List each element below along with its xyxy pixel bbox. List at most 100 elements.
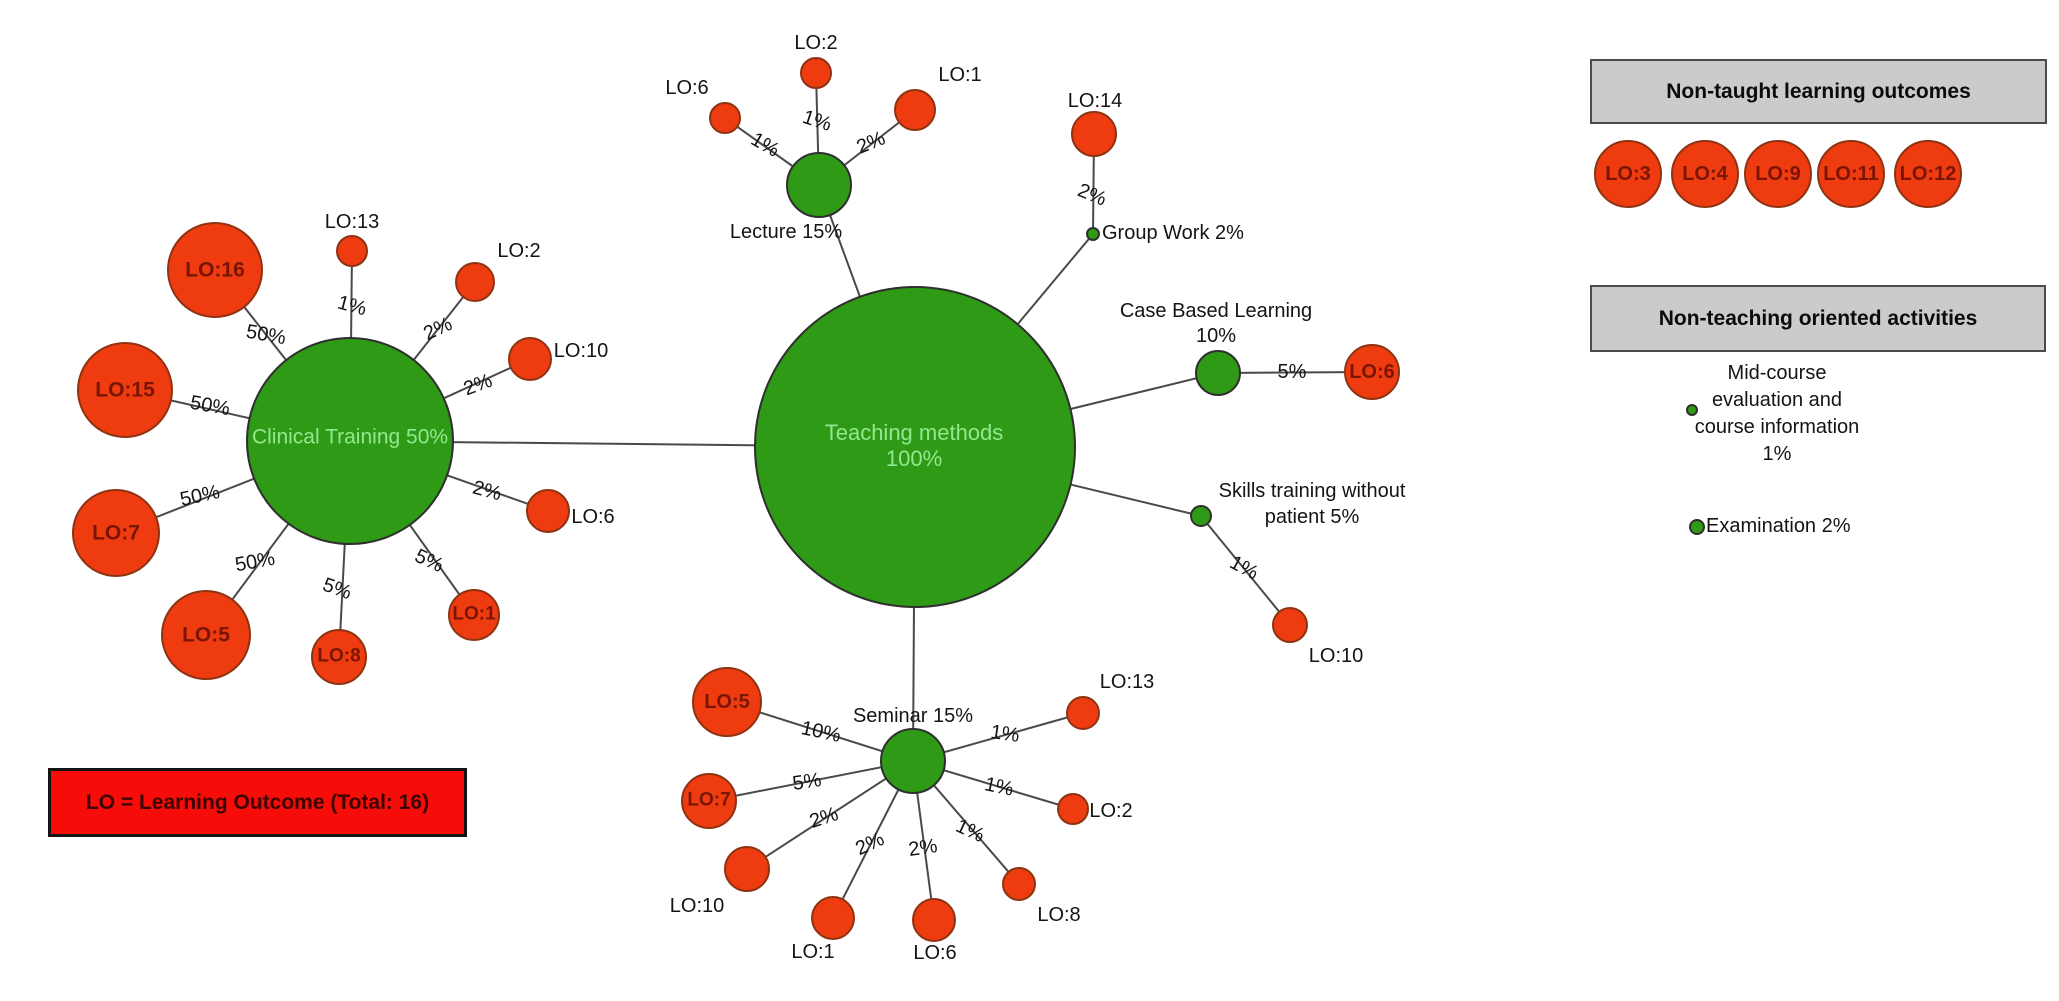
legend-circle-lo12	[1894, 140, 1962, 208]
clinical-lo1-label: LO:1	[452, 603, 496, 625]
node-clinical-lo1	[448, 589, 500, 641]
clinical-lo7-label: LO:7	[92, 521, 140, 545]
casebased-lo6-pct: 5%	[1277, 361, 1307, 383]
casebased-lo6-label: LO:6	[1349, 361, 1395, 383]
mid-course-label-line2: evaluation and	[1711, 389, 1843, 411]
case-based-learning-label-line1: Case Based Learning	[1119, 300, 1313, 322]
case-based-learning-label-line2: 10%	[1195, 325, 1237, 347]
non-taught-legend-box: Non-taught learning outcomes	[1590, 59, 2047, 124]
node-clinical-lo7	[72, 489, 160, 577]
lecture-label: Lecture 15%	[729, 221, 843, 243]
node-seminar-lo8	[1002, 867, 1036, 901]
clinical-lo6-label: LO:6	[571, 506, 615, 528]
legend-circle-lo11	[1817, 140, 1885, 208]
node-seminar-lo1	[811, 896, 855, 940]
mid-course-label-line1: Mid-course	[1727, 362, 1827, 384]
legend-lo4-label: LO:4	[1682, 163, 1728, 185]
legend-dot-mid-course	[1686, 404, 1698, 416]
edge-seminar-lo7	[708, 760, 914, 802]
mid-course-label-line3: course information	[1694, 416, 1860, 438]
teaching-methods-label-line2: 100%	[885, 446, 943, 471]
teaching-methods-label: Teaching methods 100%	[825, 420, 1004, 472]
clinical-lo15-label: LO:15	[95, 378, 155, 402]
skills-lo10-label: LO:10	[1308, 645, 1364, 667]
node-lecture	[786, 152, 852, 218]
node-skills-training	[1190, 505, 1212, 527]
legend-lo3-label: LO:3	[1605, 163, 1651, 185]
edge-skills-lo10	[1200, 515, 1291, 626]
seminar-label: Seminar 15%	[852, 705, 974, 727]
clinical-training-label: Clinical Training 50%	[251, 425, 449, 449]
seminar-lo5-label: LO:5	[704, 691, 750, 713]
non-teaching-legend-title: Non-teaching oriented activities	[1658, 306, 1978, 330]
lecture-lo1-label: LO:1	[938, 64, 982, 86]
legend-circle-lo4	[1671, 140, 1739, 208]
teaching-methods-label-line1: Teaching methods	[824, 420, 1004, 445]
clinical-lo13-label: LO:13	[324, 211, 380, 233]
node-clinical-lo2	[455, 262, 495, 302]
lecture-lo2-label: LO:2	[794, 32, 838, 54]
node-clinical-lo8	[311, 629, 367, 685]
seminar-lo10-label: LO:10	[669, 895, 725, 917]
mid-course-label-line4: 1%	[1762, 443, 1792, 465]
node-clinical-lo16	[167, 222, 263, 318]
node-seminar-lo2	[1057, 793, 1089, 825]
node-lecture-lo2	[800, 57, 832, 89]
node-casebased-lo6	[1344, 344, 1400, 400]
seminar-lo13-label: LO:13	[1099, 671, 1155, 693]
node-lecture-lo1	[894, 89, 936, 131]
lo-note-box: LO = Learning Outcome (Total: 16)	[48, 768, 467, 837]
legend-circle-lo9	[1744, 140, 1812, 208]
node-clinical-training	[246, 337, 454, 545]
node-seminar-lo6	[912, 898, 956, 942]
skills-training-label-line1: Skills training without	[1218, 480, 1406, 502]
node-clinical-lo6	[526, 489, 570, 533]
seminar-lo8-label: LO:8	[1037, 904, 1081, 926]
legend-lo12-label: LO:12	[1899, 163, 1957, 185]
legend-dot-examination	[1689, 519, 1705, 535]
node-clinical-lo13	[336, 235, 368, 267]
seminar-lo6-pct: 2%	[907, 835, 939, 861]
group-work-label: Group Work 2%	[1102, 222, 1244, 244]
node-clinical-lo5	[161, 590, 251, 680]
clinical-lo16-label: LO:16	[185, 258, 245, 282]
node-seminar	[880, 728, 946, 794]
seminar-lo2-label: LO:2	[1089, 800, 1133, 822]
non-teaching-legend-box: Non-teaching oriented activities	[1590, 285, 2046, 352]
seminar-lo1-label: LO:1	[791, 941, 835, 963]
node-skills-lo10	[1272, 607, 1308, 643]
clinical-lo5-label: LO:5	[182, 623, 230, 647]
node-seminar-lo10	[724, 846, 770, 892]
legend-lo9-label: LO:9	[1755, 163, 1801, 185]
node-teaching-methods	[754, 286, 1076, 608]
method-nodes	[246, 152, 1705, 794]
skills-training-label: Skills training without patient 5%	[1219, 478, 1406, 530]
mid-course-label: Mid-course evaluation and course informa…	[1695, 360, 1860, 468]
lo-note-text: LO = Learning Outcome (Total: 16)	[85, 790, 430, 814]
outcome-nodes	[72, 57, 1962, 942]
node-seminar-lo13	[1066, 696, 1100, 730]
seminar-lo6-label: LO:6	[913, 942, 957, 964]
skills-training-label-line2: patient 5%	[1264, 506, 1360, 528]
node-group-work	[1086, 227, 1100, 241]
node-seminar-lo7	[681, 773, 737, 829]
groupwork-lo14-label: LO:14	[1067, 90, 1123, 112]
case-based-learning-label: Case Based Learning 10%	[1120, 299, 1312, 349]
clinical-lo2-label: LO:2	[497, 240, 541, 262]
clinical-lo8-label: LO:8	[317, 645, 361, 667]
edge-seminar-lo10	[746, 760, 914, 870]
node-lecture-lo6	[709, 102, 741, 134]
seminar-lo13-pct: 1%	[989, 721, 1021, 747]
legend-circle-lo3	[1594, 140, 1662, 208]
seminar-lo7-pct: 5%	[791, 769, 823, 795]
examination-label: Examination 2%	[1706, 515, 1851, 537]
node-case-based-learning	[1195, 350, 1241, 396]
clinical-lo10-label: LO:10	[553, 340, 609, 362]
node-clinical-lo15	[77, 342, 173, 438]
legend-lo11-label: LO:11	[1823, 163, 1879, 185]
node-groupwork-lo14	[1071, 111, 1117, 157]
seminar-lo7-label: LO:7	[687, 789, 731, 811]
non-taught-legend-title: Non-taught learning outcomes	[1666, 79, 1971, 103]
